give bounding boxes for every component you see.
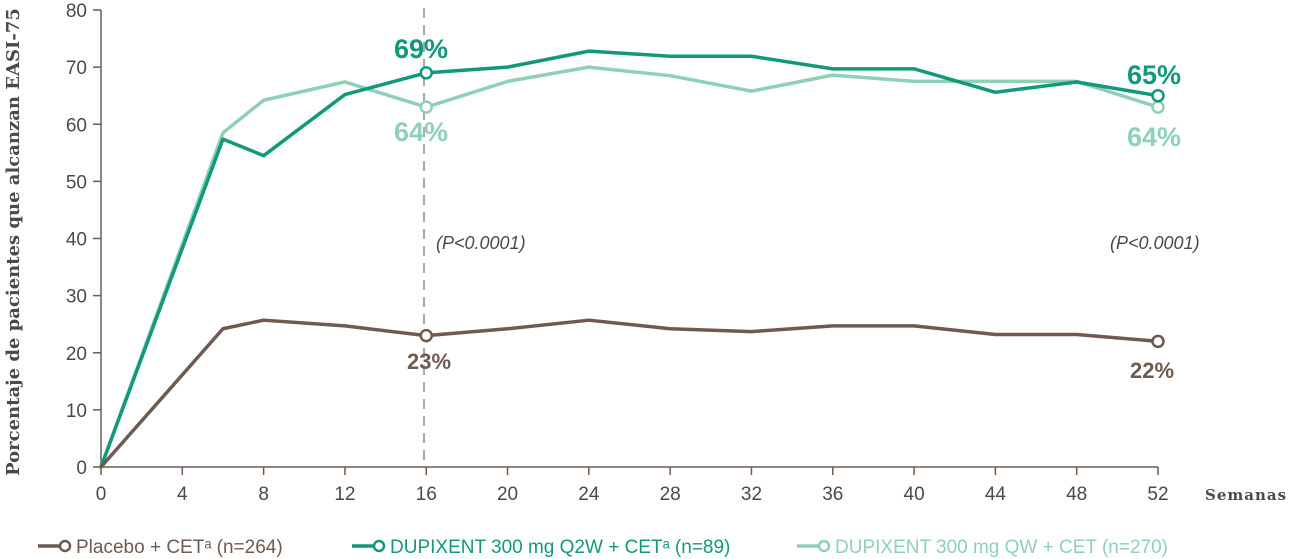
y-tick-label: 40 xyxy=(66,230,87,251)
x-tick-label: 16 xyxy=(416,484,437,505)
legend-label-2: DUPIXENT 300 mg QW + CET (n=270) xyxy=(835,537,1168,558)
label-q2w-week16: 69% xyxy=(394,34,448,64)
series-2-marker-week52 xyxy=(1151,100,1165,114)
x-tick-label: 52 xyxy=(1147,484,1168,505)
series-1-marker-week16 xyxy=(419,66,433,80)
legend-label-1: DUPIXENT 300 mg Q2W + CETᵃ (n=89) xyxy=(390,537,730,558)
y-ticks: 0 10 20 30 40 50 60 70 80 xyxy=(66,1,101,479)
legend-marker-1 xyxy=(372,539,386,553)
label-placebo-week52: 22% xyxy=(1130,358,1174,383)
x-tick-label: 44 xyxy=(985,484,1007,505)
series-line-0 xyxy=(99,318,1160,469)
x-tick-label: 20 xyxy=(497,484,518,505)
x-tick-label: 40 xyxy=(904,484,925,505)
y-tick-label: 70 xyxy=(66,58,87,79)
y-tick-label: 20 xyxy=(66,344,87,365)
x-ticks: 0 4 8 12 16 20 24 28 32 36 40 44 48 52 xyxy=(96,467,1169,505)
legend-label-0: Placebo + CETᵃ (n=264) xyxy=(76,537,283,558)
x-tick-label: 0 xyxy=(96,484,107,505)
y-axis-label: Porcentaje de pacientes que alcanzan EAS… xyxy=(3,8,24,476)
x-tick-label: 24 xyxy=(578,484,600,505)
legend: Placebo + CETᵃ (n=264) DUPIXENT 300 mg Q2… xyxy=(38,537,1168,558)
x-tick-label: 28 xyxy=(660,484,681,505)
y-tick-label: 10 xyxy=(66,401,87,422)
series-2-marker-week16 xyxy=(419,100,433,114)
label-qw-week52: 64% xyxy=(1127,122,1181,152)
series-1-marker-week52 xyxy=(1151,88,1165,103)
x-tick-label: 4 xyxy=(177,484,188,505)
x-axis-label: Semanas xyxy=(1205,486,1287,504)
series-0-marker-week16 xyxy=(419,328,433,343)
label-placebo-week16: 23% xyxy=(407,349,451,374)
y-tick-label: 30 xyxy=(66,287,87,308)
pvalue-week16: (P<0.0001) xyxy=(436,233,526,253)
label-q2w-week52: 65% xyxy=(1127,60,1181,90)
x-tick-label: 48 xyxy=(1066,484,1087,505)
legend-marker-2 xyxy=(817,539,831,553)
legend-marker-0 xyxy=(58,539,72,553)
x-tick-label: 8 xyxy=(258,484,269,505)
series-line-1 xyxy=(99,49,1160,469)
y-tick-label: 80 xyxy=(66,1,87,22)
series-0-marker-week52 xyxy=(1151,334,1165,349)
pvalue-week52: (P<0.0001) xyxy=(1110,233,1200,253)
series-layer xyxy=(99,49,1165,469)
x-tick-label: 36 xyxy=(822,484,843,505)
y-tick-label: 60 xyxy=(66,115,87,136)
y-tick-label: 50 xyxy=(66,172,87,193)
x-tick-label: 12 xyxy=(334,484,355,505)
x-tick-label: 32 xyxy=(741,484,762,505)
series-line-2 xyxy=(99,65,1160,469)
y-tick-label: 0 xyxy=(76,458,87,479)
label-qw-week16: 64% xyxy=(394,117,448,147)
